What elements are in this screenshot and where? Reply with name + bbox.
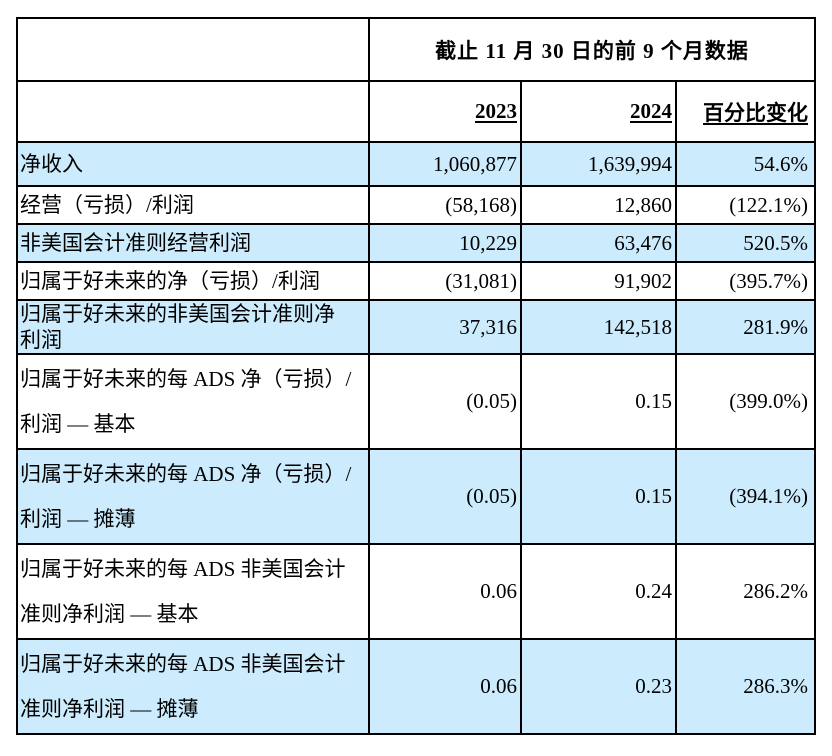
column-header-2023: 2023 bbox=[368, 80, 522, 143]
period-header-row: 截止 11 月 30 日的前 9 个月数据 bbox=[16, 17, 817, 82]
value-2023: 0.06 bbox=[368, 638, 522, 735]
table-row-non-gaap-net-income-attributable: 归属于好未来的非美国会计准则净 利润 37,316 142,518 281.9% bbox=[16, 299, 817, 355]
column-header-row: 2023 2024 百分比变化 bbox=[16, 80, 817, 143]
value-2023: 37,316 bbox=[368, 299, 522, 355]
value-2023: 0.06 bbox=[368, 543, 522, 640]
row-label: 归属于好未来的每 ADS 净（亏损）/ 利润 — 基本 bbox=[16, 353, 370, 450]
value-2023: 10,229 bbox=[368, 223, 522, 263]
row-label: 经营（亏损）/利润 bbox=[16, 185, 370, 225]
table-row-net-loss-income-attributable: 归属于好未来的净（亏损）/利润 (31,081) 91,902 (395.7%) bbox=[16, 261, 817, 301]
value-2024: 63,476 bbox=[520, 223, 677, 263]
table-row-net-loss-income-per-ads-diluted: 归属于好未来的每 ADS 净（亏损）/ 利润 — 摊薄 (0.05) 0.15 … bbox=[16, 448, 817, 545]
value-pct-change: 286.3% bbox=[674, 638, 817, 735]
row-label: 归属于好未来的每 ADS 净（亏损）/ 利润 — 摊薄 bbox=[16, 448, 370, 545]
label-header-empty-cell bbox=[16, 80, 370, 143]
value-2024: 0.24 bbox=[520, 543, 677, 640]
value-2024: 12,860 bbox=[520, 185, 677, 225]
row-label: 非美国会计准则经营利润 bbox=[16, 223, 370, 263]
table-row-net-revenues: 净收入 1,060,877 1,639,994 54.6% bbox=[16, 141, 817, 187]
value-2024: 142,518 bbox=[520, 299, 677, 355]
value-2024: 1,639,994 bbox=[520, 141, 677, 187]
value-pct-change: 281.9% bbox=[674, 299, 817, 355]
column-header-pct-change: 百分比变化 bbox=[674, 80, 817, 143]
value-2024: 0.15 bbox=[520, 353, 677, 450]
table-row-net-loss-income-per-ads-basic: 归属于好未来的每 ADS 净（亏损）/ 利润 — 基本 (0.05) 0.15 … bbox=[16, 353, 817, 450]
row-label: 净收入 bbox=[16, 141, 370, 187]
value-pct-change: (399.0%) bbox=[674, 353, 817, 450]
row-label: 归属于好未来的每 ADS 非美国会计 准则净利润 — 摊薄 bbox=[16, 638, 370, 735]
value-pct-change: 54.6% bbox=[674, 141, 817, 187]
row-label: 归属于好未来的净（亏损）/利润 bbox=[16, 261, 370, 301]
table-row-operating-loss-income: 经营（亏损）/利润 (58,168) 12,860 (122.1%) bbox=[16, 185, 817, 225]
value-2023: (0.05) bbox=[368, 448, 522, 545]
value-2023: (31,081) bbox=[368, 261, 522, 301]
column-header-2024: 2024 bbox=[520, 80, 677, 143]
value-pct-change: 286.2% bbox=[674, 543, 817, 640]
period-header: 截止 11 月 30 日的前 9 个月数据 bbox=[367, 17, 817, 82]
value-pct-change: (122.1%) bbox=[674, 185, 817, 225]
corner-empty-cell bbox=[16, 17, 370, 82]
value-2024: 0.15 bbox=[520, 448, 677, 545]
table-row-non-gaap-operating-income: 非美国会计准则经营利润 10,229 63,476 520.5% bbox=[16, 223, 817, 263]
nine-month-financials-table: 截止 11 月 30 日的前 9 个月数据 2023 2024 百分比变化 净收… bbox=[16, 17, 817, 735]
table-row-non-gaap-net-income-per-ads-diluted: 归属于好未来的每 ADS 非美国会计 准则净利润 — 摊薄 0.06 0.23 … bbox=[16, 638, 817, 735]
table-row-non-gaap-net-income-per-ads-basic: 归属于好未来的每 ADS 非美国会计 准则净利润 — 基本 0.06 0.24 … bbox=[16, 543, 817, 640]
value-pct-change: (395.7%) bbox=[674, 261, 817, 301]
value-2024: 91,902 bbox=[520, 261, 677, 301]
value-2023: (58,168) bbox=[368, 185, 522, 225]
value-2023: 1,060,877 bbox=[368, 141, 522, 187]
value-pct-change: 520.5% bbox=[674, 223, 817, 263]
row-label: 归属于好未来的非美国会计准则净 利润 bbox=[16, 299, 370, 355]
row-label: 归属于好未来的每 ADS 非美国会计 准则净利润 — 基本 bbox=[16, 543, 370, 640]
value-pct-change: (394.1%) bbox=[674, 448, 817, 545]
value-2024: 0.23 bbox=[520, 638, 677, 735]
value-2023: (0.05) bbox=[368, 353, 522, 450]
